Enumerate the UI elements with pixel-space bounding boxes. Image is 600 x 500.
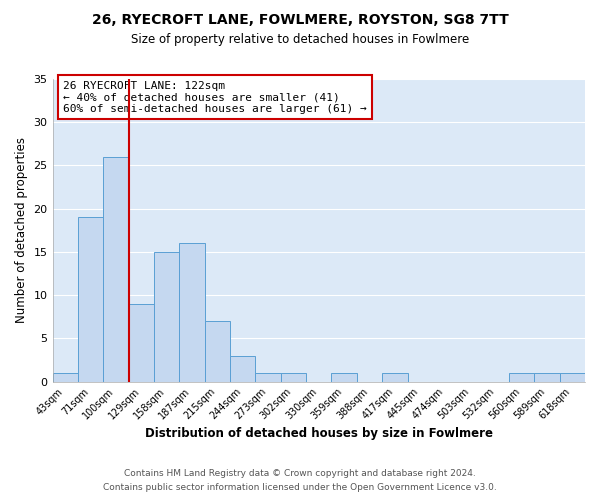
Bar	[256, 373, 281, 382]
Text: 26 RYECROFT LANE: 122sqm
← 40% of detached houses are smaller (41)
60% of semi-d: 26 RYECROFT LANE: 122sqm ← 40% of detach…	[63, 80, 367, 114]
Bar	[534, 373, 560, 382]
Bar	[382, 373, 407, 382]
Bar	[179, 244, 205, 382]
Text: Contains public sector information licensed under the Open Government Licence v3: Contains public sector information licen…	[103, 484, 497, 492]
Bar	[230, 356, 256, 382]
Y-axis label: Number of detached properties: Number of detached properties	[15, 138, 28, 324]
X-axis label: Distribution of detached houses by size in Fowlmere: Distribution of detached houses by size …	[145, 427, 493, 440]
Text: Size of property relative to detached houses in Fowlmere: Size of property relative to detached ho…	[131, 32, 469, 46]
Text: 26, RYECROFT LANE, FOWLMERE, ROYSTON, SG8 7TT: 26, RYECROFT LANE, FOWLMERE, ROYSTON, SG…	[92, 12, 508, 26]
Bar	[509, 373, 534, 382]
Bar	[560, 373, 585, 382]
Bar	[78, 218, 103, 382]
Bar	[154, 252, 179, 382]
Bar	[53, 373, 78, 382]
Bar	[205, 321, 230, 382]
Text: Contains HM Land Registry data © Crown copyright and database right 2024.: Contains HM Land Registry data © Crown c…	[124, 468, 476, 477]
Bar	[331, 373, 357, 382]
Bar	[103, 157, 128, 382]
Bar	[281, 373, 306, 382]
Bar	[128, 304, 154, 382]
